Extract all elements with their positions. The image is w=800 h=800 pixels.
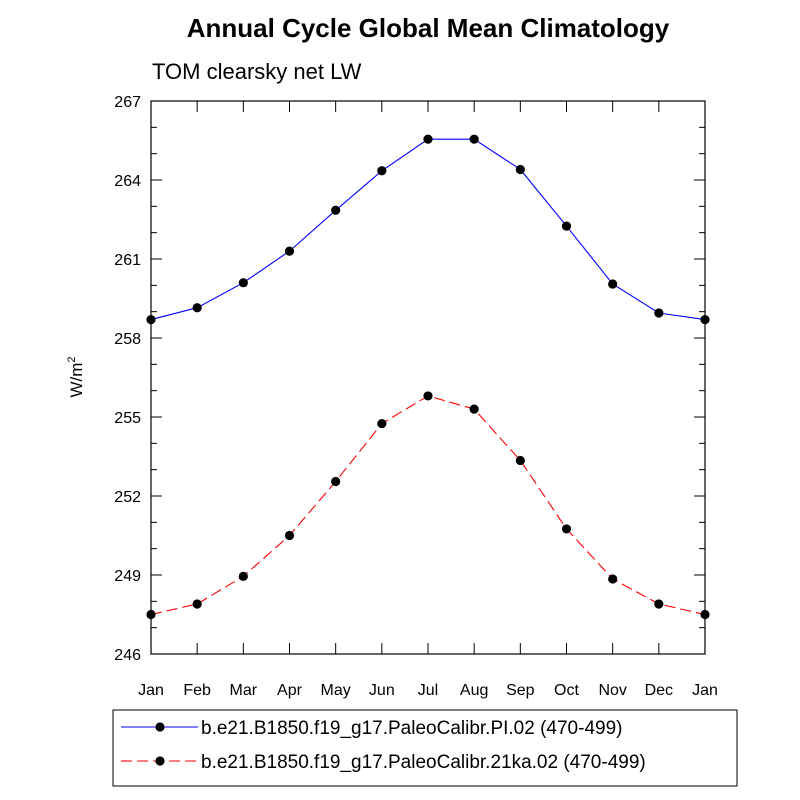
y-tick-label: 246 [114,647,141,664]
series-2-point [654,599,664,609]
series-1-point [700,314,710,325]
plot-area: Jan Feb Mar Apr May Jun Jul Aug Sep Oct Nov Dec Jan 2… [114,94,718,699]
series-2-point [561,524,572,534]
x-tick-label: Nov [598,682,626,699]
legend-swatch-marker [155,722,165,732]
y-tick-label: 261 [114,252,141,269]
series-1-point [377,166,387,176]
series-1-point [654,308,664,318]
x-tick-label: Jul [418,682,438,699]
series-2-point [515,455,525,466]
series-1-point [284,246,295,256]
series-1-point [515,164,525,175]
series-2-point [377,418,387,429]
x-tick-label: Dec [645,682,673,699]
series-line-1 [150,138,706,321]
x-tick-label: Jan [692,682,718,699]
series-2-point [284,530,295,541]
legend-swatch-marker [155,756,165,766]
series-1-point [331,205,341,215]
series-1-point [146,314,156,325]
series-2-point [700,609,710,620]
x-tick-label: Aug [460,682,488,699]
series-1-point [561,221,572,231]
x-tick-label: Jun [369,682,395,699]
legend-entry-2: b.e21.B1850.f19_g17.PaleoCalibr.21ka.02 … [201,752,646,773]
x-tick-label: May [321,682,351,699]
chart-title: Annual Cycle Global Mean Climatology [187,13,670,43]
y-axis-label: W/m2 [66,356,86,397]
y-axis-label-superscript: 2 [66,356,78,362]
y-tick-label: 264 [114,173,141,190]
y-tick-label: 255 [114,410,141,427]
series-2-point [146,609,156,620]
legend-box [112,709,738,787]
x-tick-label: Apr [277,682,303,699]
y-tick-label: 249 [114,568,141,585]
x-tick-label: Feb [183,682,211,699]
series-2-point [469,404,479,414]
plot-frame [150,100,706,655]
y-tick-label: 252 [114,489,141,506]
x-tick-label: Sep [506,682,535,699]
legend-entry-1: b.e21.B1850.f19_g17.PaleoCalibr.PI.02 (4… [201,718,622,739]
chart-subtitle: TOM clearsky net LW [152,59,362,84]
series-1-point [238,278,248,288]
series-1-point [608,279,618,289]
legend: b.e21.B1850.f19_g17.PaleoCalibr.PI.02 (4… [112,709,738,787]
series-line-2 [150,395,706,616]
x-tick-label: Mar [230,682,258,699]
series-2-point [331,476,341,487]
series-2-point [238,571,248,581]
series-2-point [423,391,433,401]
y-tick-label: 267 [114,94,141,111]
y-axis-label-units: W/m [67,363,86,398]
y-tick-label: 258 [114,331,141,348]
series-2-point [192,599,202,609]
series-1-point [469,134,479,144]
x-tick-label: Oct [554,682,579,699]
series-1-point [423,134,433,144]
x-tick-label: Jan [138,682,164,699]
series-2-point [608,574,618,584]
series-1-point [192,303,202,313]
